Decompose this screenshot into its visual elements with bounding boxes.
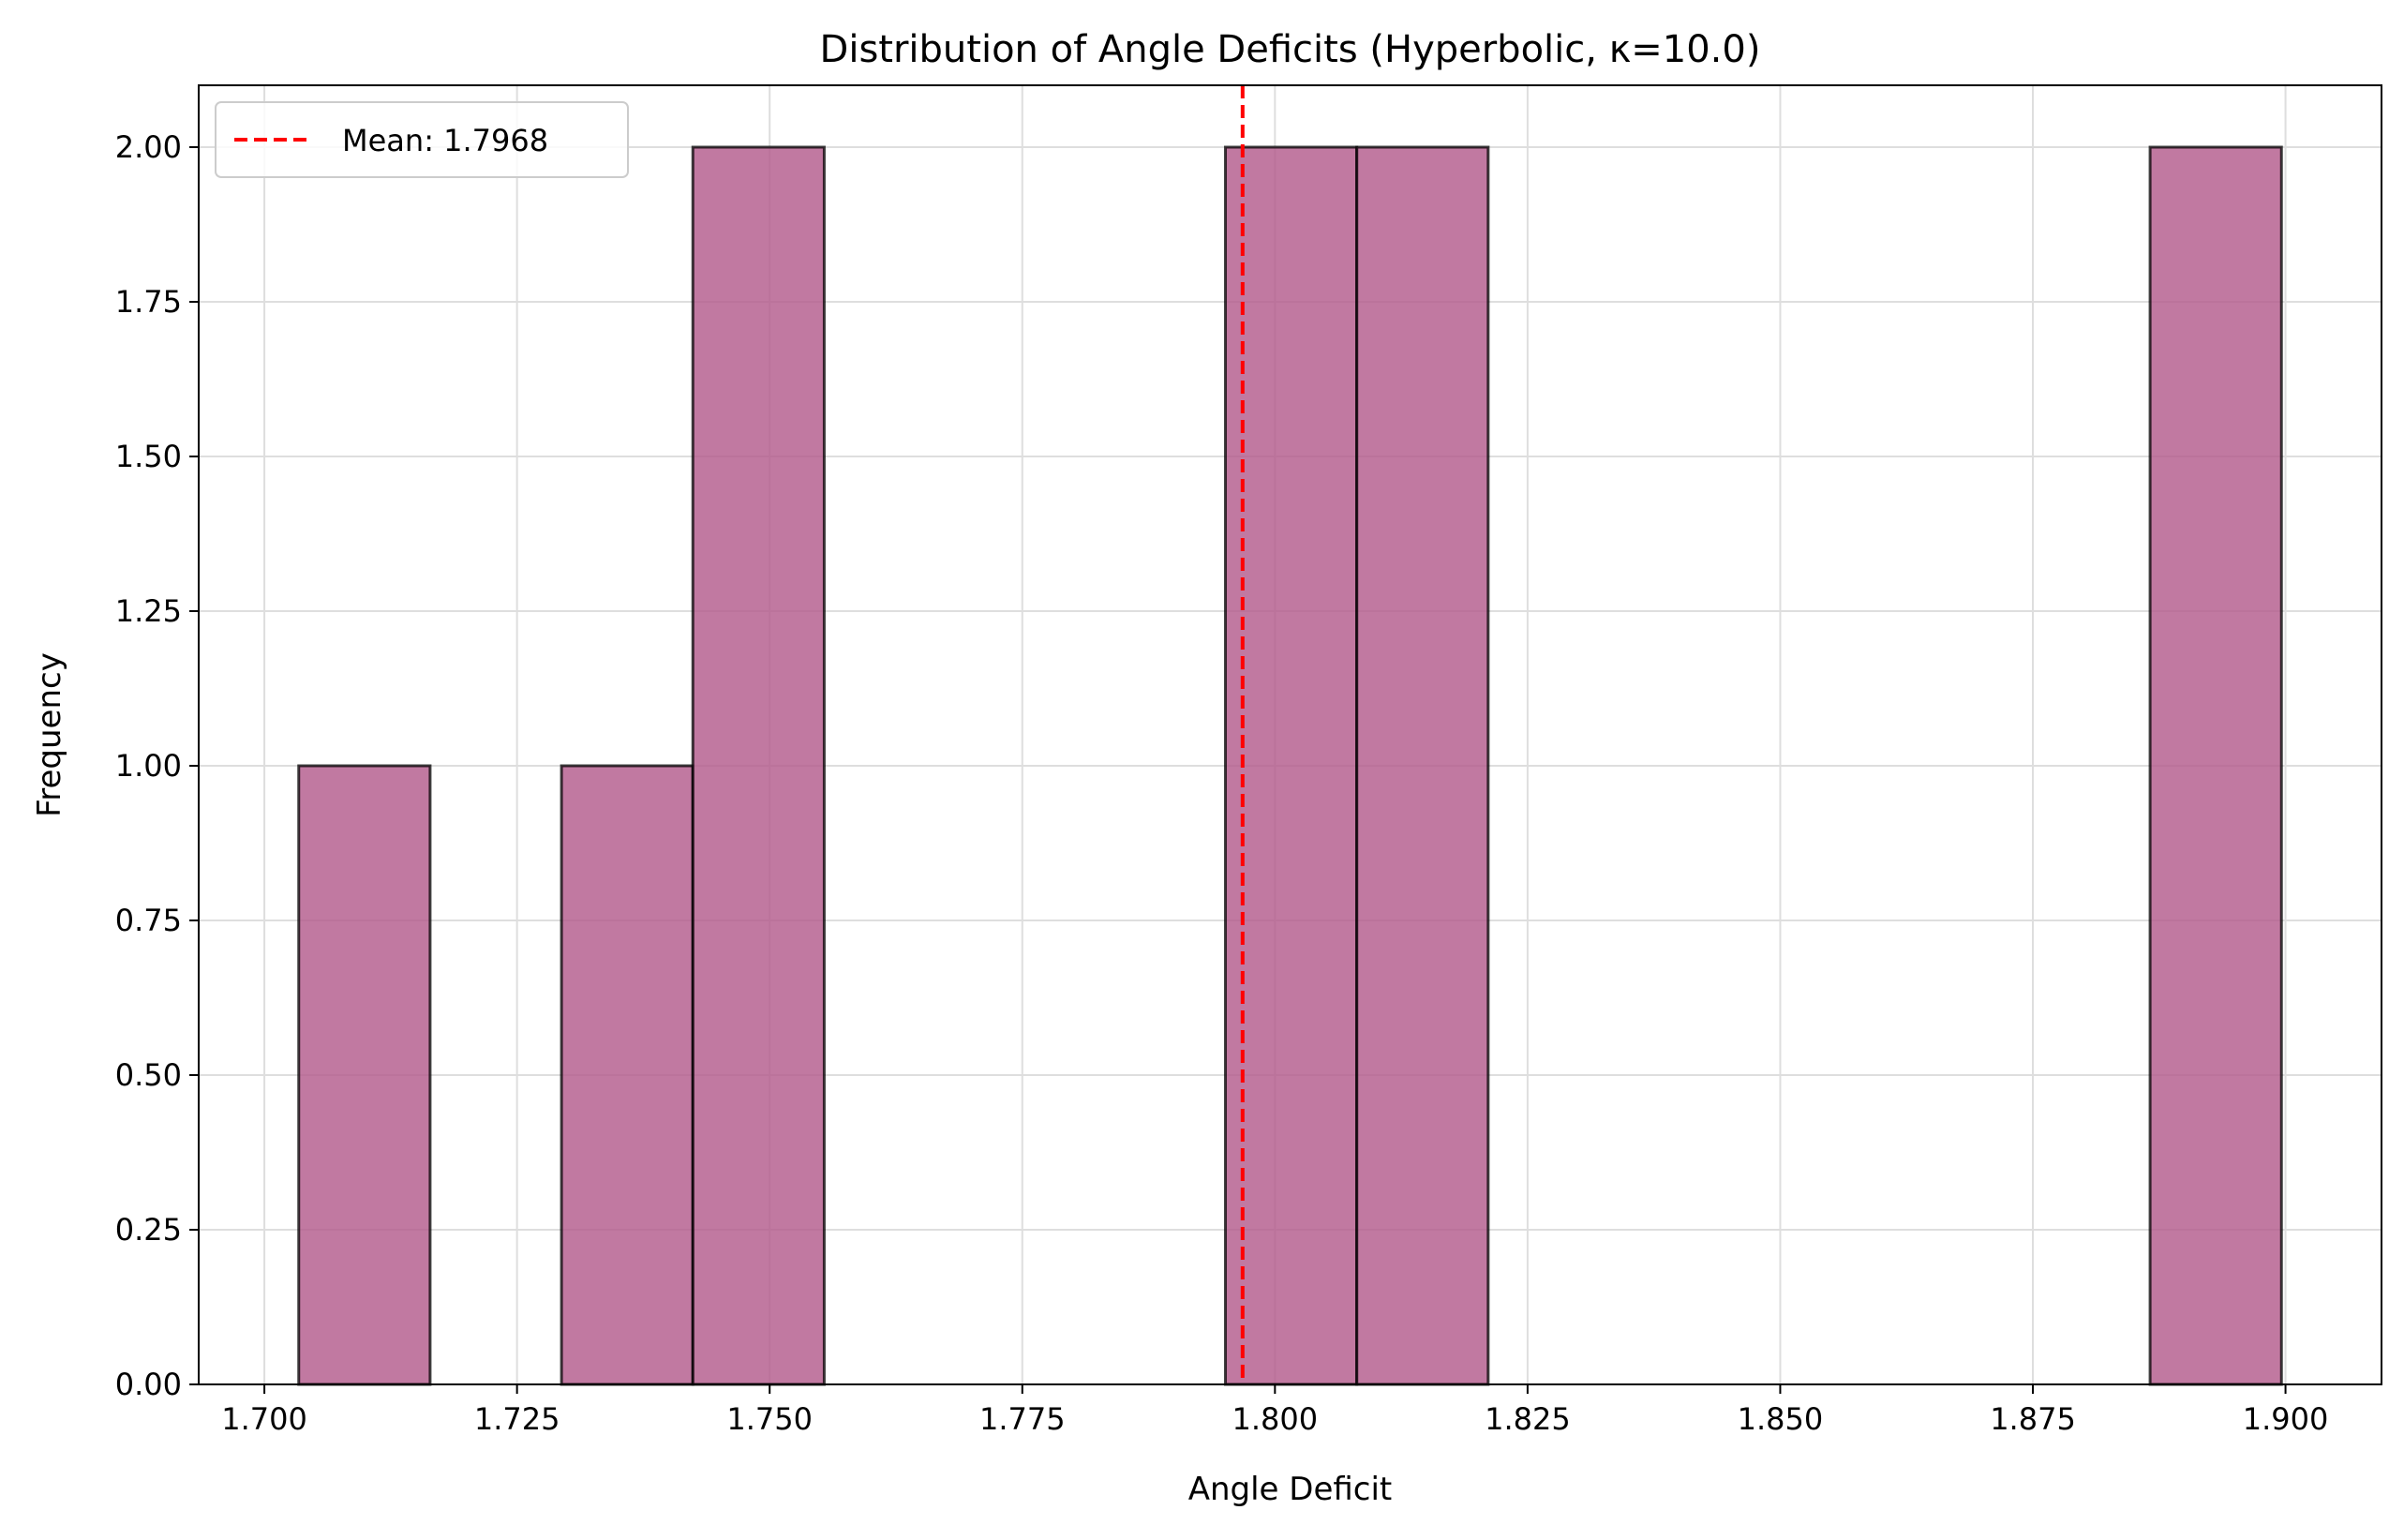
y-tick-label: 1.00 — [115, 748, 182, 784]
x-tick-label: 1.900 — [2243, 1401, 2329, 1437]
histogram-bar — [1223, 145, 1359, 1386]
y-tick-label: 2.00 — [115, 129, 182, 165]
y-tick-label: 0.75 — [115, 903, 182, 938]
y-tick-label: 1.25 — [115, 593, 182, 629]
legend: Mean: 1.7968 — [215, 101, 629, 178]
histogram-bar — [691, 145, 826, 1386]
histogram-bar — [297, 764, 432, 1386]
x-tick-label: 1.850 — [1738, 1401, 1824, 1437]
plot-area-frame — [198, 84, 2382, 1385]
x-tick-label: 1.700 — [221, 1401, 307, 1437]
x-tick-label: 1.775 — [979, 1401, 1066, 1437]
legend-box — [215, 101, 629, 178]
y-tick-label: 1.75 — [115, 284, 182, 320]
histogram-bars — [297, 145, 2283, 1386]
legend-mean-label: Mean: 1.7968 — [342, 123, 548, 158]
x-tick-label: 1.725 — [474, 1401, 560, 1437]
x-tick-label: 1.875 — [1990, 1401, 2076, 1437]
x-axis-ticks: 1.700 1.725 1.750 1.775 1.800 1.825 1.850 1.875… — [221, 1384, 2328, 1437]
chart-title: Distribution of Angle Deficits (Hyperbol… — [820, 28, 1761, 71]
x-tick-label: 1.800 — [1232, 1401, 1319, 1437]
y-tick-label: 1.50 — [115, 439, 182, 474]
x-tick-label: 1.750 — [726, 1401, 813, 1437]
y-tick-label: 0.50 — [115, 1057, 182, 1093]
y-tick-label: 0.00 — [115, 1367, 182, 1402]
histogram-bar — [1355, 145, 1490, 1386]
y-axis-ticks: 0.00 0.25 0.50 0.75 1.00 1.25 1.50 1.75 2.00 — [115, 129, 199, 1402]
y-axis-label: Frequency — [31, 652, 68, 817]
x-tick-label: 1.825 — [1485, 1401, 1571, 1437]
y-tick-label: 0.25 — [115, 1212, 182, 1248]
histogram-bar — [2148, 145, 2283, 1386]
histogram-bar — [560, 764, 694, 1386]
x-axis-label: Angle Deficit — [1188, 1471, 1393, 1508]
